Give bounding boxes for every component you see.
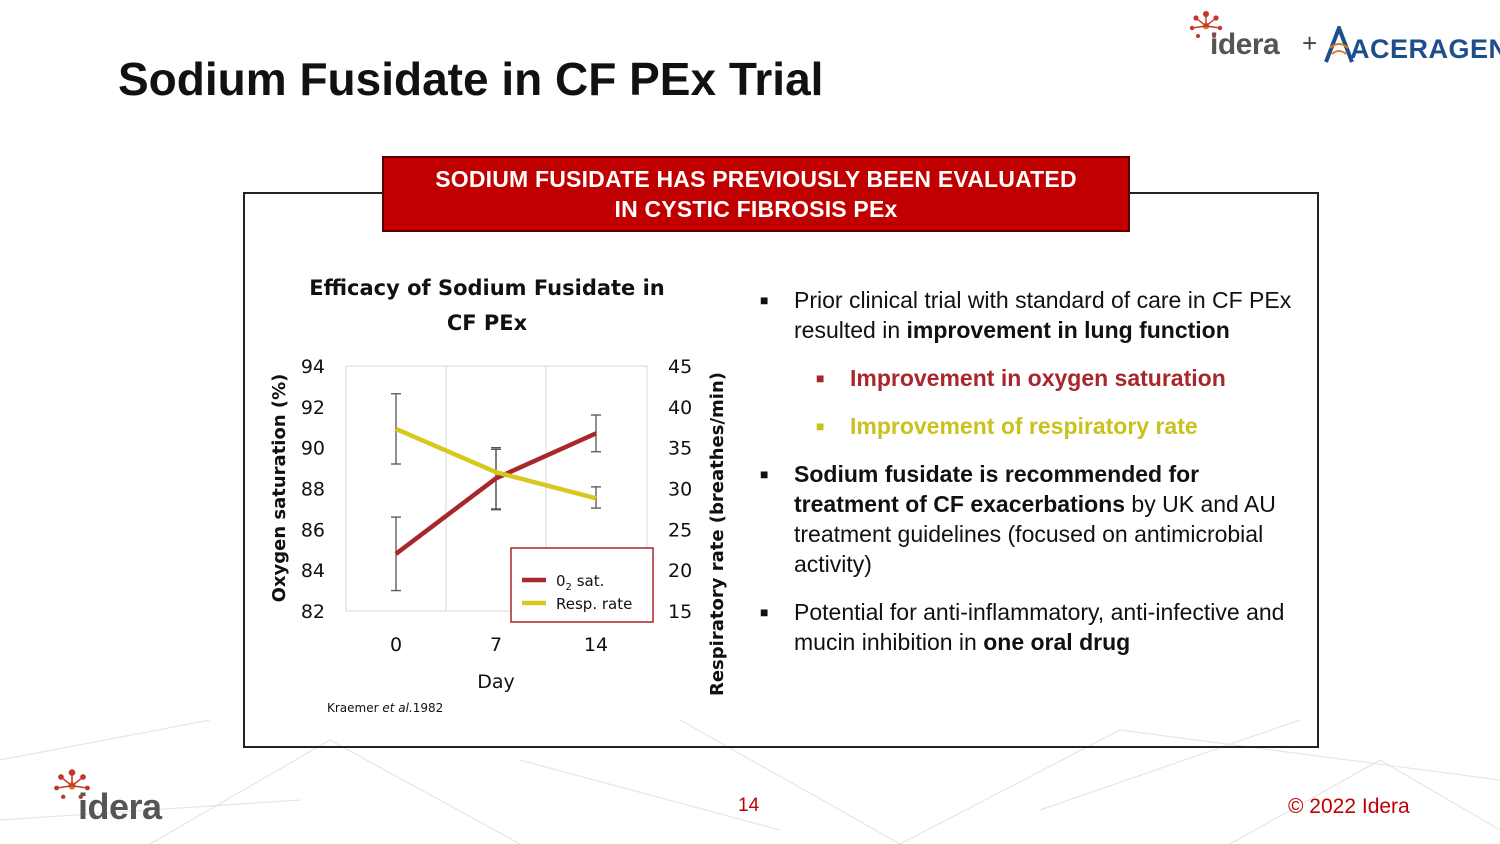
series-line-resp-rate	[395, 426, 597, 501]
bullet-square-icon: ■	[760, 466, 769, 482]
y-tick-right: 45	[668, 356, 692, 378]
bullet-square-icon: ■	[760, 292, 769, 308]
y-tick-left: 84	[301, 560, 325, 582]
idera-wordmark: idera	[78, 786, 162, 827]
banner-line-2: IN CYSTIC FIBROSIS PEx	[614, 196, 898, 222]
bullet-square-icon: ■	[816, 370, 825, 386]
x-axis-label: Day	[477, 671, 515, 693]
chart-legend: 02 sat. Resp. rate	[510, 547, 654, 623]
bullet-potential: ■ Potential for anti-inflammatory, anti-…	[760, 599, 1285, 655]
slide-title: Sodium Fusidate in CF PEx Trial	[118, 53, 824, 105]
y-tick-left: 86	[301, 519, 325, 541]
y-tick-right: 35	[668, 438, 692, 460]
aceragen-wordmark: ACERAGEN	[1350, 34, 1500, 64]
y-tick-left: 92	[301, 397, 325, 419]
y-axis-right-label: Respiratory rate (breathes/min)	[707, 372, 728, 696]
chart-source-citation: Kraemer et al.1982	[327, 701, 443, 715]
idera-logo-icon	[54, 769, 90, 799]
y-tick-right: 40	[668, 397, 692, 419]
y-tick-left: 90	[301, 438, 325, 460]
y-tick-right: 20	[668, 560, 692, 582]
banner-line-1: SODIUM FUSIDATE HAS PREVIOUSLY BEEN EVAL…	[435, 166, 1077, 192]
sub-bullet-oxygen: ■ Improvement in oxygen saturation	[816, 365, 1226, 391]
y-tick-left: 82	[301, 601, 325, 623]
y-tick-right: 30	[668, 479, 692, 501]
background-network-lines	[0, 720, 1500, 844]
plot-area	[345, 365, 648, 612]
partner-logos: idera + ACERAGEN	[1186, 6, 1500, 66]
legend-box	[510, 547, 654, 623]
bullet-square-icon: ■	[816, 418, 825, 434]
x-tick: 7	[490, 634, 502, 656]
series-line-o2-sat	[394, 431, 597, 556]
y-tick-left: 88	[301, 479, 325, 501]
x-tick: 0	[390, 634, 402, 656]
copyright-notice: © 2022 Idera	[1288, 795, 1410, 818]
bullet-list: ■ Prior clinical trial with standard of …	[760, 285, 1300, 675]
page-number: 14	[738, 795, 760, 816]
x-tick: 14	[584, 634, 608, 656]
aceragen-logo-icon	[1324, 26, 1354, 63]
efficacy-chart: Efficacy of Sodium Fusidate in CF PEx 82…	[269, 276, 728, 715]
key-message-banner: SODIUM FUSIDATE HAS PREVIOUSLY BEEN EVAL…	[382, 156, 1130, 232]
chart-title-line-2: CF PEx	[447, 311, 528, 335]
sub-bullet-respiratory: ■ Improvement of respiratory rate	[816, 413, 1198, 439]
y-tick-right: 15	[668, 601, 692, 623]
chart-title-line-1: Efficacy of Sodium Fusidate in	[309, 276, 665, 300]
y-tick-left: 94	[301, 356, 325, 378]
y-tick-right: 25	[668, 519, 692, 541]
bullet-square-icon: ■	[760, 604, 769, 620]
footer-idera-logo: idera	[50, 766, 180, 827]
idera-wordmark: idera	[1210, 28, 1280, 61]
y-axis-left-label: Oxygen saturation (%)	[269, 374, 290, 603]
logo-plus-sign: +	[1302, 28, 1318, 58]
idera-logo-icon	[1189, 11, 1223, 38]
bullet-guidelines: ■ Sodium fusidate is recommended for tre…	[760, 461, 1276, 577]
legend-label-resp: Resp. rate	[556, 595, 632, 613]
legend-label-o2: 02 sat.	[556, 572, 604, 593]
bullet-prior-trial: ■ Prior clinical trial with standard of …	[760, 287, 1292, 343]
